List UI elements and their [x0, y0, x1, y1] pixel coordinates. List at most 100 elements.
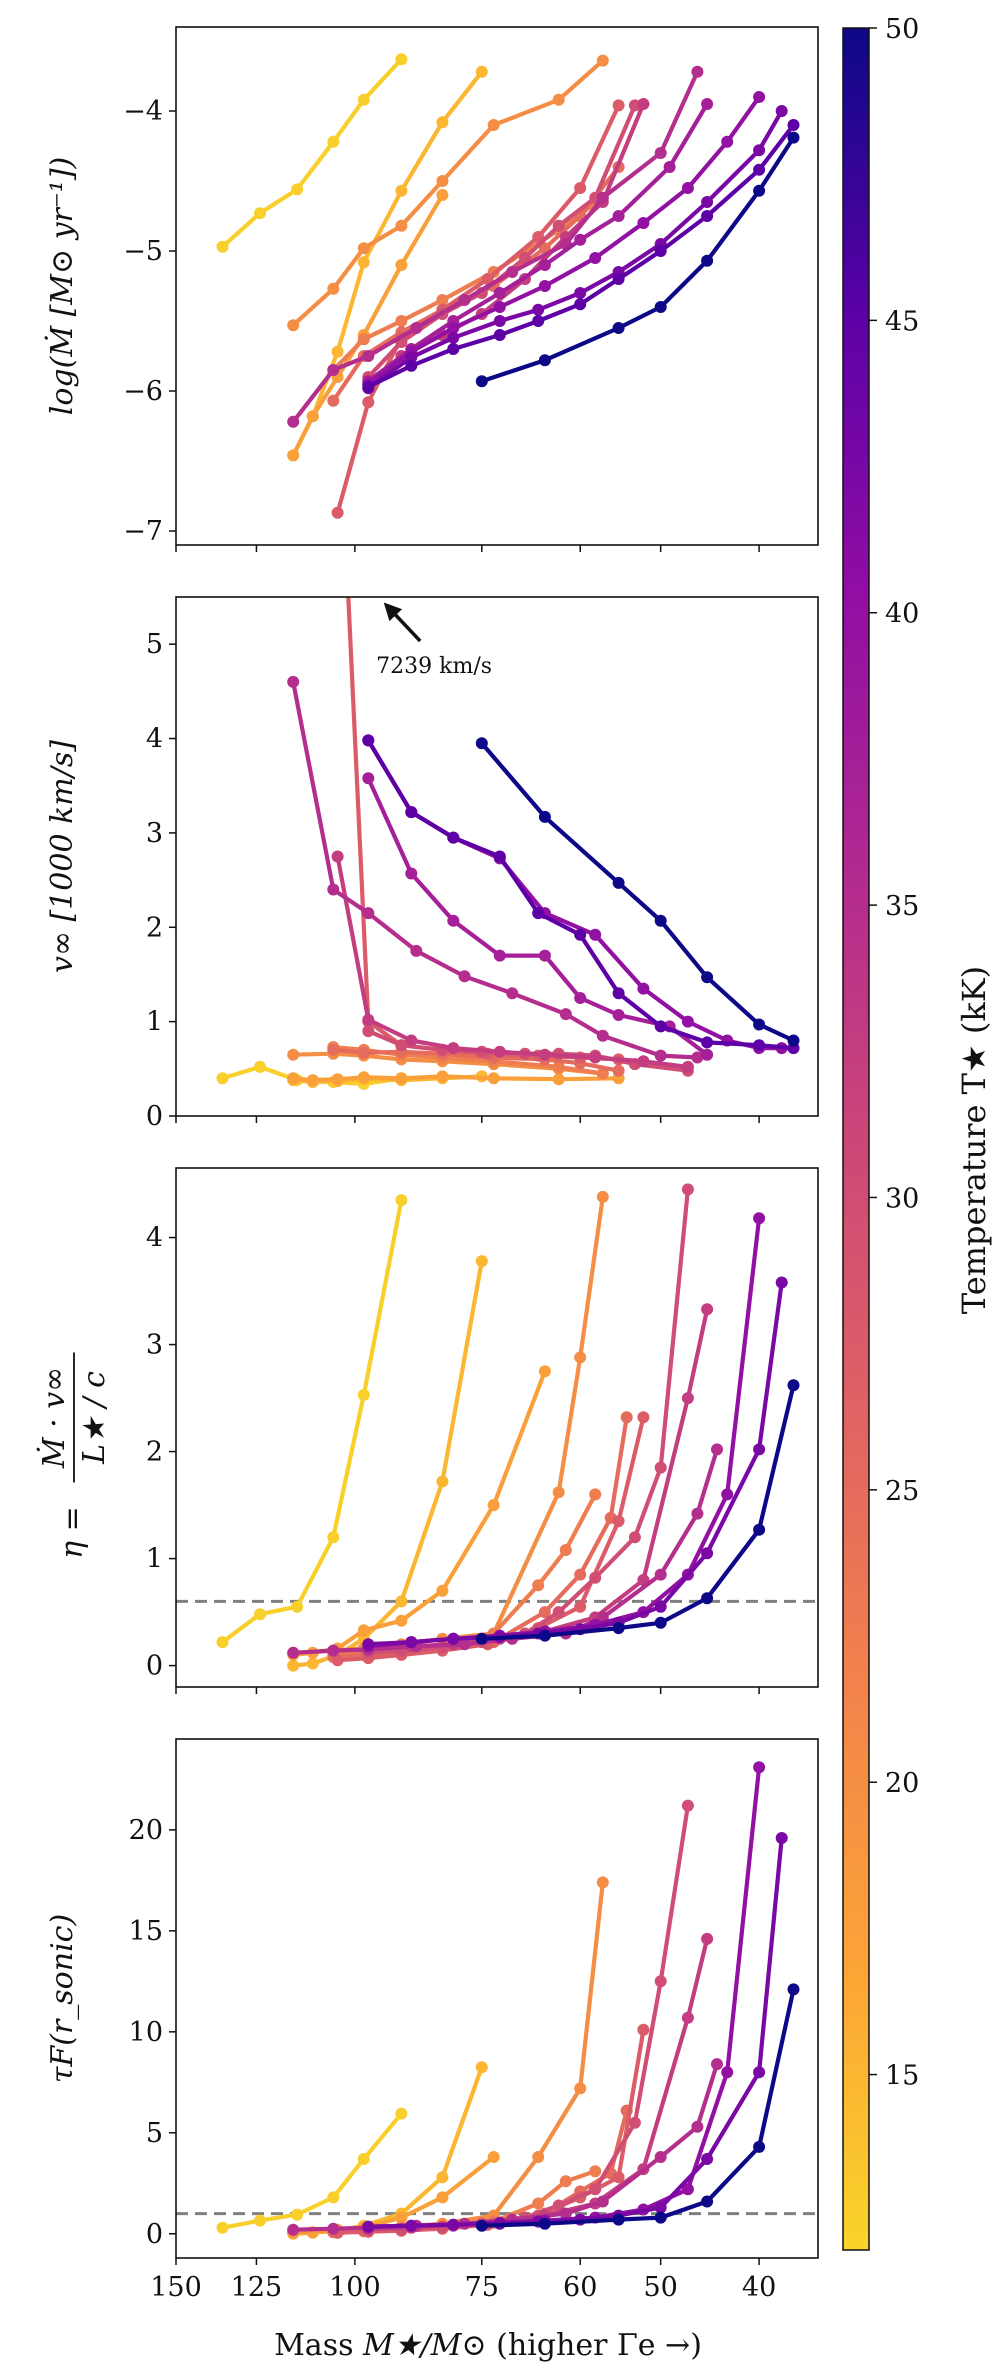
tau-point [637, 2023, 650, 2036]
vinf-point [701, 1048, 714, 1061]
mdot-point [574, 182, 587, 194]
eta-point [395, 1595, 408, 1608]
vinf-point [596, 1067, 609, 1080]
xtick-label: 100 [329, 2272, 381, 2303]
tau-point [681, 1799, 694, 1812]
eta-point [701, 1303, 714, 1316]
tau-point [475, 2061, 488, 2074]
tau-point [287, 2223, 300, 2236]
mdot-point [493, 315, 506, 327]
vinf-point [493, 850, 506, 863]
eta-point [701, 1547, 714, 1560]
eta-axes-frame [175, 1167, 819, 1688]
vinf-point [405, 867, 418, 880]
eta-point [487, 1499, 500, 1512]
eta-series-line-T15 [291, 1258, 484, 1668]
vinf-point [538, 810, 551, 823]
mdot-point [663, 161, 676, 173]
mdot-point [327, 282, 340, 295]
vinf-point [287, 1048, 300, 1061]
mdot-point [447, 331, 460, 344]
tau-point [436, 2171, 449, 2184]
mdot-series-line-T12.5 [220, 57, 404, 249]
eta-point [775, 1276, 788, 1289]
vinf-point [753, 1039, 766, 1052]
mdot-point [447, 343, 460, 355]
mdot-series-line-T40 [366, 94, 762, 387]
eta-point [532, 1579, 545, 1592]
eta-point [753, 1443, 766, 1456]
mdot-ytick-label: −4 [123, 96, 163, 127]
vinf-point [574, 992, 587, 1004]
tau-series-line-T12.5 [220, 2111, 404, 2230]
mdot-axes-frame [175, 26, 819, 546]
vinf-point [331, 850, 344, 863]
vinf-point [327, 1043, 340, 1056]
tau-ylabel: τF(r_sonic) [45, 1914, 80, 2083]
tau-point [654, 1975, 667, 1988]
tau-series-line-T42.5 [366, 1835, 784, 2229]
mdot-series-line-T17.5 [291, 192, 445, 458]
vinf-point [254, 1060, 266, 1073]
mdot-point [701, 210, 714, 222]
eta-point [327, 1644, 340, 1657]
tau-point [701, 2195, 714, 2208]
tau-point [357, 2153, 370, 2165]
tau-point [327, 2222, 340, 2235]
mdot-point [327, 135, 340, 148]
tau-point [701, 1932, 714, 1945]
mdot-point [574, 298, 587, 311]
x-axis-ticks: 150 125 100 75 60 50 40 [150, 2272, 776, 2303]
eta-point [753, 1523, 766, 1536]
eta-point [538, 1629, 551, 1642]
mdot-point [331, 506, 344, 519]
tau-ytick-label: 5 [146, 2118, 163, 2149]
eta-point [637, 1411, 650, 1424]
eta-point [721, 1488, 734, 1501]
tau-point [559, 2175, 572, 2188]
eta-point [306, 1657, 319, 1670]
vinf-point [493, 1045, 506, 1058]
vinf-point [487, 1072, 500, 1085]
vinf-point [538, 949, 551, 962]
mdot-point [254, 207, 266, 220]
mdot-series-line-T32.5 [366, 101, 646, 387]
mdot-point [701, 254, 714, 267]
vinf-point [701, 1036, 714, 1049]
colorbar-tick-label: 45 [885, 306, 919, 337]
tau-point [475, 2219, 488, 2232]
mdot-point [493, 329, 506, 341]
vinf-point [654, 914, 667, 927]
vinf-ytick-label: 1 [146, 1007, 163, 1038]
vinf-point [538, 1048, 551, 1061]
tau-point [753, 2066, 766, 2079]
mdot-point [436, 294, 449, 306]
mdot-point [405, 359, 418, 372]
mdot-point [436, 189, 449, 201]
mdot-point [753, 184, 766, 197]
tau-point [787, 1983, 800, 1996]
panel-mdot: −7 −6 −5 −4 log(Ṁ [M⊙ yr⁻¹]) [44, 26, 819, 552]
mdot-point [574, 287, 587, 299]
eta-point [787, 1379, 800, 1392]
colorbar-gradient [842, 27, 870, 2251]
svg-text:η =: η = [55, 1506, 90, 1559]
eta-point [681, 1183, 694, 1196]
vinf-point [410, 944, 423, 957]
eta-series-line-T17.5 [291, 1369, 548, 1658]
vinf-point [552, 1073, 565, 1086]
eta-point [291, 1600, 304, 1613]
tau-point [596, 2195, 609, 2208]
mdot-point [291, 183, 304, 196]
colorbar-tick-label: 30 [885, 1183, 919, 1214]
tau-point [721, 2066, 734, 2079]
vinf-ytick-label: 3 [146, 818, 163, 849]
mdot-series-line-T15 [291, 69, 484, 458]
mdot-point [596, 191, 609, 204]
mdot-point [701, 196, 714, 208]
mdot-point [481, 273, 494, 285]
eta-point [216, 1636, 229, 1649]
mdot-point [787, 131, 800, 144]
vinf-point [357, 1046, 370, 1059]
eta-point [589, 1488, 602, 1501]
